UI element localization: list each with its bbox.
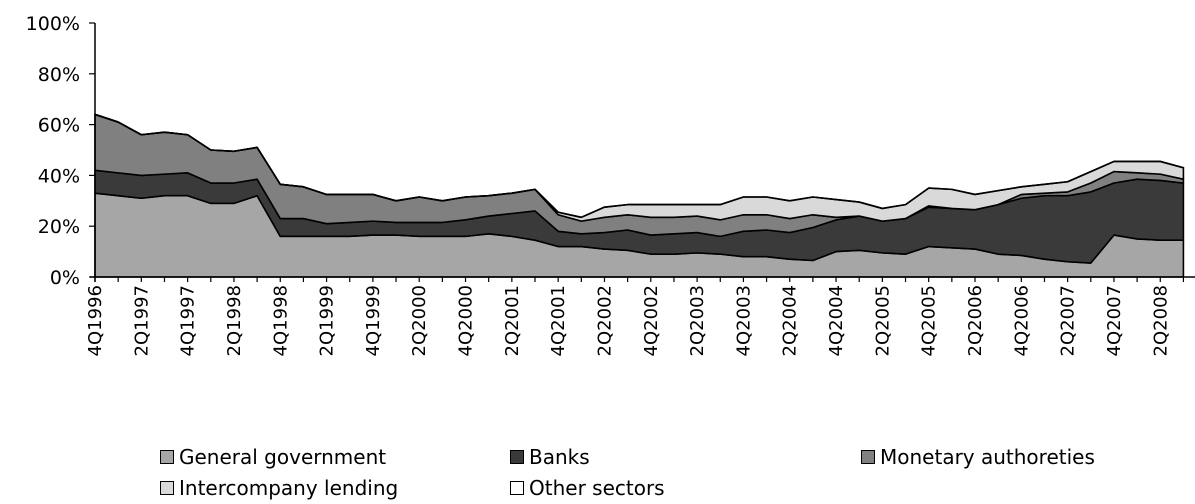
y-tick-label: 100% [26,13,80,35]
y-axis-ticks: 0% 20% 40% 60% 80% 100% [26,13,95,289]
x-tick-label: 2Q1998 [224,285,245,356]
x-tick-label: 2Q2000 [409,285,430,356]
x-tick-label: 4Q1999 [363,285,384,356]
x-tick-label: 4Q1997 [178,285,199,356]
x-tick-label: 4Q2000 [456,285,477,356]
x-tick-label: 2Q1999 [317,285,338,356]
y-tick-label: 80% [38,64,80,86]
series-areas [94,113,1185,278]
x-tick-label: 4Q2003 [733,285,754,356]
x-tick-label: 2Q2002 [594,285,615,356]
x-tick-label: 4Q2005 [919,285,940,356]
x-tick-label: 4Q1996 [85,285,106,356]
x-tick-label: 4Q2002 [641,285,662,356]
x-tick-label: 2Q2001 [502,285,523,356]
y-tick-label: 60% [38,115,80,137]
axes [90,23,1195,282]
x-tick-label: 2Q2008 [1150,285,1171,356]
x-tick-label: 2Q2005 [872,285,893,356]
x-tick-label: 2Q2007 [1058,285,1079,356]
y-tick-label: 20% [38,216,80,238]
x-tick-label: 2Q2003 [687,285,708,356]
x-tick-label: 4Q2007 [1104,285,1125,356]
x-tick-label: 2Q2006 [965,285,986,356]
x-tick-label: 4Q1998 [270,285,291,356]
x-axis-ticks: 4Q1996 2Q1997 4Q1997 2Q1998 4Q1998 2Q1999 4Q19… [85,277,1185,356]
x-tick-label: 2Q1997 [131,285,152,356]
x-tick-label: 4Q2001 [548,285,569,356]
x-tick-label: 4Q2006 [1011,285,1032,356]
area-other-sectors [94,113,1185,219]
x-tick-label: 4Q2004 [826,285,847,356]
y-tick-label: 40% [38,165,80,187]
x-tick-label: 2Q2004 [780,285,801,356]
y-tick-label: 0% [50,267,80,289]
